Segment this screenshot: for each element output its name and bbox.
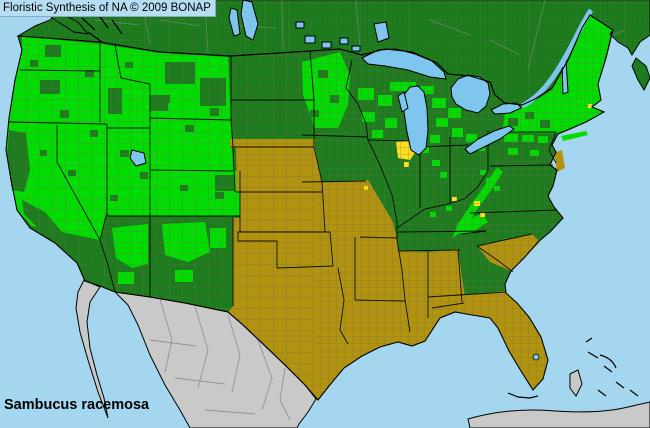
species-name-label: Sambucus racemosa [4, 397, 150, 413]
nova-scotia-region [631, 57, 650, 92]
cuba-region [467, 401, 650, 428]
map-title-bar: Floristic Synthesis of NA © 2009 BONAP [0, 0, 216, 17]
map-title-text: Floristic Synthesis of NA © 2009 BONAP [3, 2, 211, 14]
st-lawrence-river [520, 8, 594, 109]
us-coastline [5, 14, 614, 401]
state-borders [7, 44, 558, 345]
baja-region [75, 279, 109, 419]
lake-okeechobee [532, 353, 540, 361]
bahamas-region [569, 369, 583, 397]
coast-details [81, 13, 639, 399]
mexico-state-grid [149, 298, 291, 421]
